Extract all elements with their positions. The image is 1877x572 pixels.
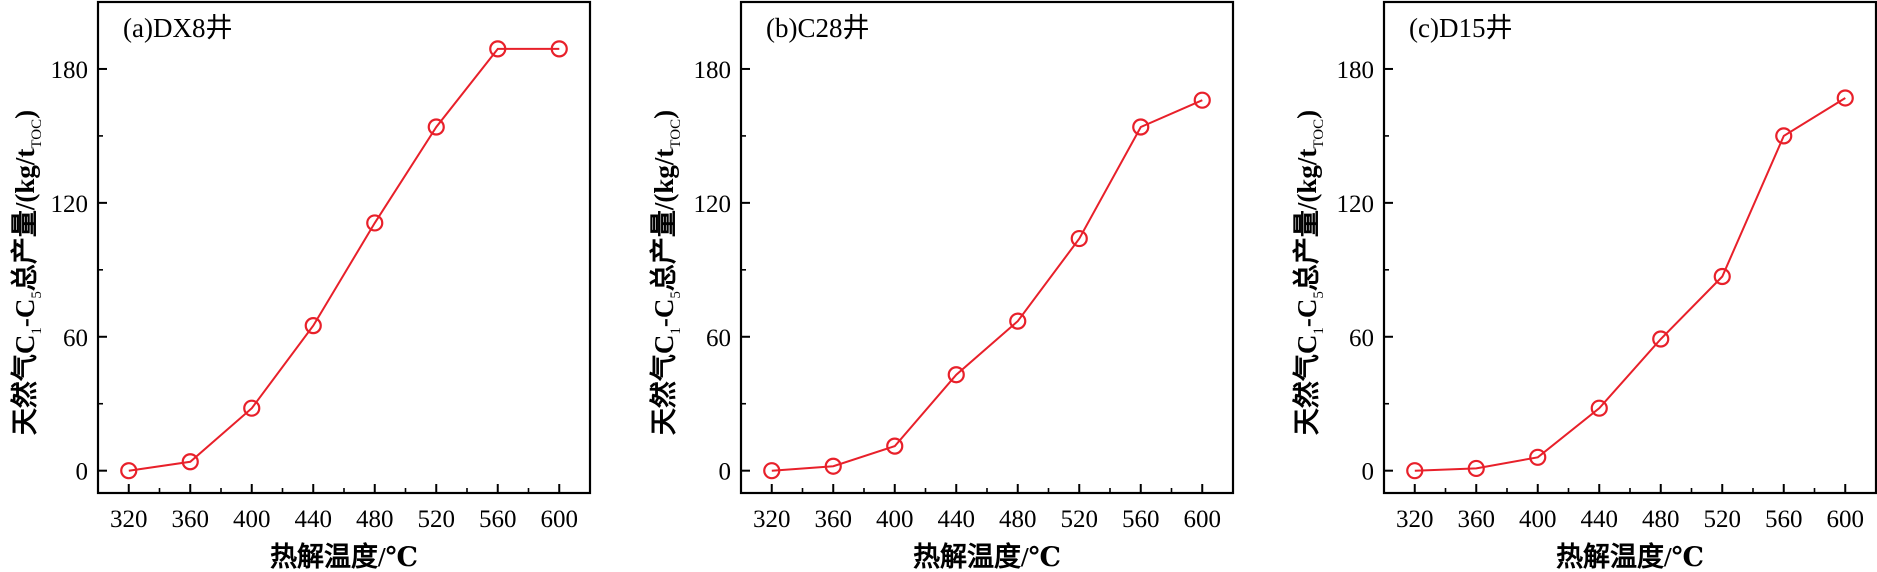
x-tick-label: 600 xyxy=(1827,506,1865,533)
x-tick-label: 600 xyxy=(541,506,579,533)
x-tick-label: 480 xyxy=(356,506,394,533)
data-point xyxy=(1529,448,1547,466)
data-point xyxy=(886,437,904,455)
y-tick-label: 120 xyxy=(51,191,89,218)
y-tick-label: 60 xyxy=(1349,325,1374,352)
x-tick-label: 320 xyxy=(110,506,148,533)
x-tick-label: 400 xyxy=(233,506,271,533)
data-point xyxy=(1009,312,1027,330)
x-tick-label: 440 xyxy=(295,506,333,533)
data-point xyxy=(1775,127,1793,145)
x-tick-label: 560 xyxy=(1122,506,1160,533)
chart-panel-2: 320 360 400 440 480 520 560 600 0 60 120 180 (c)D15井… xyxy=(1291,0,1877,572)
y-tick-label: 0 xyxy=(1362,459,1375,486)
x-tick-label: 520 xyxy=(418,506,456,533)
x-tick-label: 440 xyxy=(1581,506,1619,533)
data-point xyxy=(1070,229,1088,248)
data-point xyxy=(1132,118,1150,136)
data-point xyxy=(550,40,568,58)
y-tick-label: 0 xyxy=(76,459,89,486)
panel-label: (a)DX8井 xyxy=(123,13,232,43)
x-tick-label: 320 xyxy=(1396,506,1434,533)
data-point xyxy=(1406,462,1424,480)
data-point xyxy=(120,462,138,480)
x-tick-label: 440 xyxy=(938,506,976,533)
y-axis-title: 天然气C1-C5总产量/(kg/tTOC) xyxy=(9,110,45,435)
x-tick-label: 560 xyxy=(1765,506,1803,533)
chart-panel-1: 320 360 400 440 480 520 560 600 0 60 120 180 (b)C28井… xyxy=(648,0,1235,572)
x-tick-label: 520 xyxy=(1704,506,1742,533)
chart-panel-0: 320 360 400 440 480 520 560 600 0 60 120 180 (a)DX8井… xyxy=(9,0,592,572)
x-tick-label: 600 xyxy=(1184,506,1222,533)
x-tick-label: 360 xyxy=(172,506,210,533)
plot-frame xyxy=(96,0,592,495)
data-point xyxy=(1590,399,1608,417)
x-tick-label: 400 xyxy=(1519,506,1557,533)
x-tick-label: 320 xyxy=(753,506,791,533)
x-tick-label: 400 xyxy=(876,506,914,533)
y-tick-label: 180 xyxy=(1337,57,1375,84)
data-point xyxy=(1467,459,1485,478)
x-tick-label: 520 xyxy=(1061,506,1099,533)
data-point xyxy=(947,366,965,384)
x-tick-label: 480 xyxy=(999,506,1037,533)
y-tick-label: 0 xyxy=(719,459,732,486)
x-tick-label: 360 xyxy=(1458,506,1496,533)
x-axis-title: 热解温度/℃ xyxy=(270,541,418,572)
series-line xyxy=(128,47,560,472)
x-tick-label: 560 xyxy=(479,506,517,533)
y-tick-label: 60 xyxy=(706,325,731,352)
x-axis-title: 热解温度/℃ xyxy=(913,541,1061,572)
data-point xyxy=(427,118,445,136)
data-point xyxy=(1193,91,1211,109)
series-line xyxy=(1414,97,1846,472)
data-point xyxy=(243,399,261,417)
x-tick-label: 360 xyxy=(815,506,853,533)
y-tick-label: 180 xyxy=(51,57,89,84)
data-point xyxy=(1652,330,1670,348)
y-axis-title: 天然气C1-C5总产量/(kg/tTOC) xyxy=(1291,110,1327,435)
data-point xyxy=(763,462,781,480)
data-point xyxy=(824,457,842,475)
data-point xyxy=(366,214,384,232)
plot-frame xyxy=(1382,0,1877,495)
data-point xyxy=(304,317,322,335)
x-tick-label: 480 xyxy=(1642,506,1680,533)
data-point xyxy=(1713,267,1731,286)
y-tick-label: 120 xyxy=(1337,191,1375,218)
y-tick-label: 180 xyxy=(694,57,732,84)
plot-frame xyxy=(739,0,1235,495)
data-point xyxy=(1836,89,1854,107)
x-axis-title: 热解温度/℃ xyxy=(1556,541,1704,572)
panel-label: (c)D15井 xyxy=(1409,13,1512,43)
y-axis-title: 天然气C1-C5总产量/(kg/tTOC) xyxy=(648,110,684,435)
y-tick-label: 120 xyxy=(694,191,732,218)
data-point xyxy=(181,453,199,471)
series-line xyxy=(771,99,1203,472)
panel-label: (b)C28井 xyxy=(766,13,870,43)
data-point xyxy=(489,40,507,58)
y-tick-label: 60 xyxy=(63,325,88,352)
